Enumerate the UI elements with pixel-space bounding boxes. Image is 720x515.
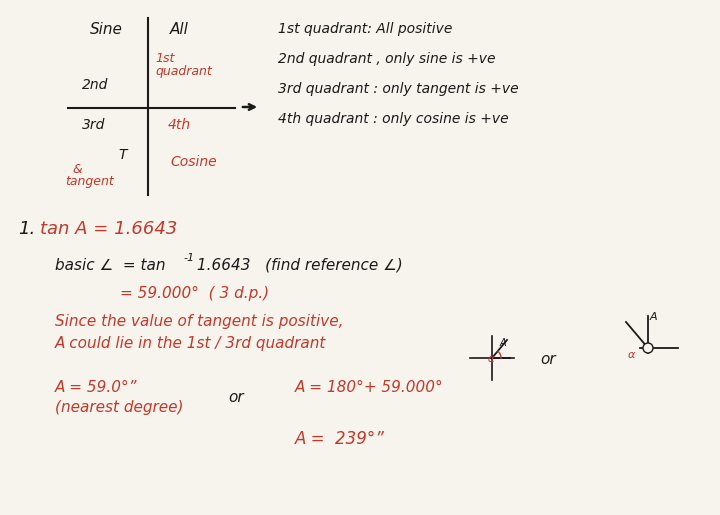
Text: 4th quadrant : only cosine is +ve: 4th quadrant : only cosine is +ve bbox=[278, 112, 508, 126]
Text: or: or bbox=[540, 352, 556, 367]
Text: A: A bbox=[500, 338, 507, 348]
Text: α: α bbox=[628, 350, 635, 360]
Text: α: α bbox=[488, 354, 495, 364]
Text: T: T bbox=[118, 148, 127, 162]
Text: 2nd: 2nd bbox=[82, 78, 109, 92]
Text: 3rd quadrant : only tangent is +ve: 3rd quadrant : only tangent is +ve bbox=[278, 82, 518, 96]
Text: 3rd: 3rd bbox=[82, 118, 105, 132]
Text: = 59.000°  ( 3 d.p.): = 59.000° ( 3 d.p.) bbox=[120, 286, 269, 301]
Text: A = 180°+ 59.000°: A = 180°+ 59.000° bbox=[295, 380, 444, 395]
Text: A could lie in the 1st / 3rd quadrant: A could lie in the 1st / 3rd quadrant bbox=[55, 336, 326, 351]
Text: A: A bbox=[650, 312, 657, 322]
Text: -1: -1 bbox=[183, 253, 194, 263]
Text: tangent: tangent bbox=[65, 175, 114, 188]
Text: quadrant: quadrant bbox=[155, 65, 212, 78]
Text: 1.6643   (find reference ∠): 1.6643 (find reference ∠) bbox=[192, 258, 402, 273]
Text: A = 59.0°”: A = 59.0°” bbox=[55, 380, 138, 395]
Text: 1st quadrant: All positive: 1st quadrant: All positive bbox=[278, 22, 452, 36]
Text: &: & bbox=[72, 163, 82, 176]
Text: Sine: Sine bbox=[90, 22, 123, 37]
Text: (nearest degree): (nearest degree) bbox=[55, 400, 184, 415]
Text: All: All bbox=[170, 22, 189, 37]
Text: basic ∠  = tan: basic ∠ = tan bbox=[55, 258, 166, 273]
Text: 1.: 1. bbox=[18, 220, 35, 238]
Text: 2nd quadrant , only sine is +ve: 2nd quadrant , only sine is +ve bbox=[278, 52, 495, 66]
Text: Since the value of tangent is positive,: Since the value of tangent is positive, bbox=[55, 314, 343, 329]
Text: 1st: 1st bbox=[155, 52, 174, 65]
Text: A =  239°”: A = 239°” bbox=[295, 430, 385, 448]
Text: or: or bbox=[228, 390, 243, 405]
Text: tan A = 1.6643: tan A = 1.6643 bbox=[40, 220, 177, 238]
Circle shape bbox=[643, 343, 653, 353]
Text: Cosine: Cosine bbox=[170, 155, 217, 169]
Text: 4th: 4th bbox=[168, 118, 191, 132]
